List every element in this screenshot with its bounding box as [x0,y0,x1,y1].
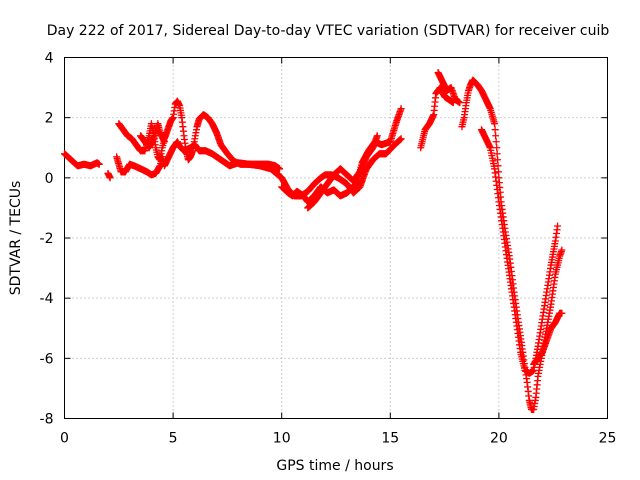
data-point [160,138,168,146]
x-tick-label: 10 [273,431,291,447]
x-axis-label: GPS time / hours [276,458,393,474]
y-tick-label: -2 [40,231,54,247]
data-point [491,126,499,134]
y-axis-label: SDTVAR / TECUs [8,181,24,296]
plot-frame [64,57,608,419]
data-point [558,246,566,254]
data-point [276,165,284,173]
data-point [491,120,499,128]
data-point [106,174,114,182]
data-point [397,105,405,113]
x-tick-label: 25 [599,431,617,447]
y-tick-label: 2 [45,111,54,127]
data-point [456,99,464,107]
data-point [95,160,103,168]
data-point [492,138,500,146]
y-tick-label: 0 [45,171,54,187]
y-tick-label: -4 [40,291,54,307]
data-points [61,69,566,413]
y-tick-label: -6 [40,351,54,367]
data-point [397,135,405,143]
axis-ticks [64,57,608,419]
x-tick-label: 5 [169,431,178,447]
y-tick-labels: -8 -6 -4 -2 0 2 4 [40,51,54,428]
chart-title: Day 222 of 2017, Sidereal Day-to-day VTE… [47,23,610,39]
x-tick-label: 20 [490,431,508,447]
data-point [493,150,501,158]
y-tick-label: 4 [45,51,54,67]
data-point [492,132,500,140]
x-tick-label: 0 [60,431,69,447]
x-tick-labels: 0 5 10 15 20 25 [60,431,616,447]
data-point [558,309,566,317]
data-point [373,132,381,140]
data-point [494,168,502,176]
data-point [493,144,501,152]
data-point [494,156,502,164]
grid [64,57,608,419]
y-tick-label: -8 [40,412,54,428]
x-tick-label: 15 [381,431,399,447]
data-point [554,222,562,230]
